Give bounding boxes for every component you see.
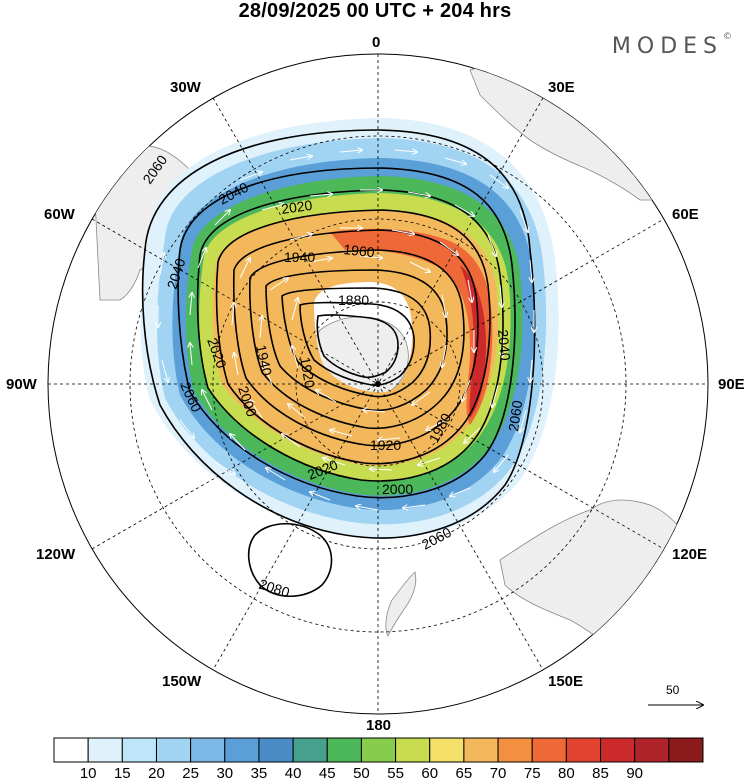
colorbar-swatch	[121, 737, 157, 763]
contour-label: 1920	[370, 437, 401, 453]
brand-logo: MODES©	[611, 32, 732, 59]
longitude-label-150e: 150E	[548, 673, 584, 690]
colorbar-tick-label: 85	[592, 765, 609, 782]
longitude-label-30e: 30E	[548, 79, 575, 96]
colorbar-swatch	[87, 737, 123, 763]
longitude-label-60w: 60W	[44, 206, 75, 223]
colorbar-swatch	[565, 737, 602, 763]
contour-2000	[215, 209, 491, 465]
longitude-label-90e: 90E	[718, 376, 745, 393]
longitude-label-0: 0	[372, 34, 381, 51]
colorbar-swatch	[497, 737, 533, 763]
contour-label: 1940	[284, 249, 315, 265]
colorbar-tick-label: 35	[250, 765, 268, 782]
contour-label: 2020	[280, 197, 313, 217]
contour-label: 1880	[338, 292, 369, 308]
colorbar-swatch	[395, 737, 431, 763]
contour-1960	[249, 249, 465, 430]
south-pole-marker	[375, 381, 381, 387]
contour-1920	[281, 287, 432, 398]
colorbar-swatch	[224, 737, 260, 763]
colorbar-tick-label: 10	[79, 765, 97, 782]
colorbar-swatch	[190, 737, 226, 763]
contour-label: 1960	[343, 241, 376, 260]
longitude-label-90w: 90W	[6, 376, 37, 393]
colorbar-tick-label: 55	[387, 765, 404, 782]
colorbar-tick-label: 60	[421, 765, 439, 782]
colorbar-swatch	[634, 737, 670, 763]
new-zealand-landmass	[385, 571, 417, 637]
colorbar-tick-label: 80	[558, 765, 575, 782]
wind-band-70-jet	[330, 228, 493, 425]
contour-2080-closed	[247, 523, 333, 597]
colorbar-tick-label: 75	[523, 765, 541, 782]
colorbar-swatch	[429, 737, 465, 763]
reference-vector-label: 50	[666, 683, 680, 697]
longitude-label-120w: 120W	[36, 546, 76, 563]
longitude-label-60e: 60E	[672, 206, 699, 223]
colorbar-tick-label: 65	[455, 765, 473, 782]
contour-1900	[299, 301, 415, 386]
colorbar-swatch	[326, 737, 362, 763]
colorbar-tick-label: 90	[626, 765, 644, 782]
colorbar-tick-label: 50	[353, 765, 370, 782]
colorbar-swatch	[463, 737, 499, 763]
height-contours	[141, 129, 536, 597]
colorbar-swatch	[668, 737, 704, 763]
colorbar-swatch	[258, 737, 294, 763]
colorbar-tick-label: 25	[182, 765, 199, 782]
contour-label: 2060	[505, 399, 525, 432]
colorbar	[53, 737, 704, 763]
longitude-label-180: 180	[366, 717, 392, 734]
wind-band-60	[212, 210, 499, 466]
colorbar-tick-label: 70	[489, 765, 507, 782]
contour-label: 1940	[253, 343, 275, 377]
contour-1880	[316, 314, 399, 379]
longitude-label-30w: 30W	[170, 79, 201, 96]
contour-label: 2000	[382, 481, 413, 497]
colorbar-swatch	[155, 737, 192, 763]
contour-2060-outer	[141, 129, 536, 539]
contour-label: 2040	[495, 329, 514, 362]
contour-1980	[232, 229, 479, 447]
colorbar-swatch	[360, 737, 397, 763]
colorbar-tick-label: 40	[284, 765, 302, 782]
longitude-label-120e: 120E	[672, 546, 708, 563]
colorbar-tick-label: 20	[148, 765, 165, 782]
colorbar-swatch	[292, 737, 328, 763]
wind-speed-shading	[140, 118, 559, 538]
contour-label: 1920	[297, 356, 318, 390]
colorbar-tick-label: 30	[216, 765, 234, 782]
colorbar-tick-label: 45	[318, 765, 336, 782]
colorbar-swatch	[600, 737, 636, 763]
wind-band-80-jet-core	[460, 265, 486, 418]
longitude-label-150w: 150W	[162, 673, 202, 690]
colorbar-swatch	[53, 737, 89, 763]
colorbar-swatch	[531, 737, 567, 763]
wind-vectors	[158, 150, 534, 510]
contour-1940	[265, 269, 448, 412]
colorbar-tick-label: 15	[113, 765, 131, 782]
contour-2040	[177, 167, 516, 499]
map-title: 28/09/2025 00 UTC + 204 hrs	[238, 0, 512, 22]
